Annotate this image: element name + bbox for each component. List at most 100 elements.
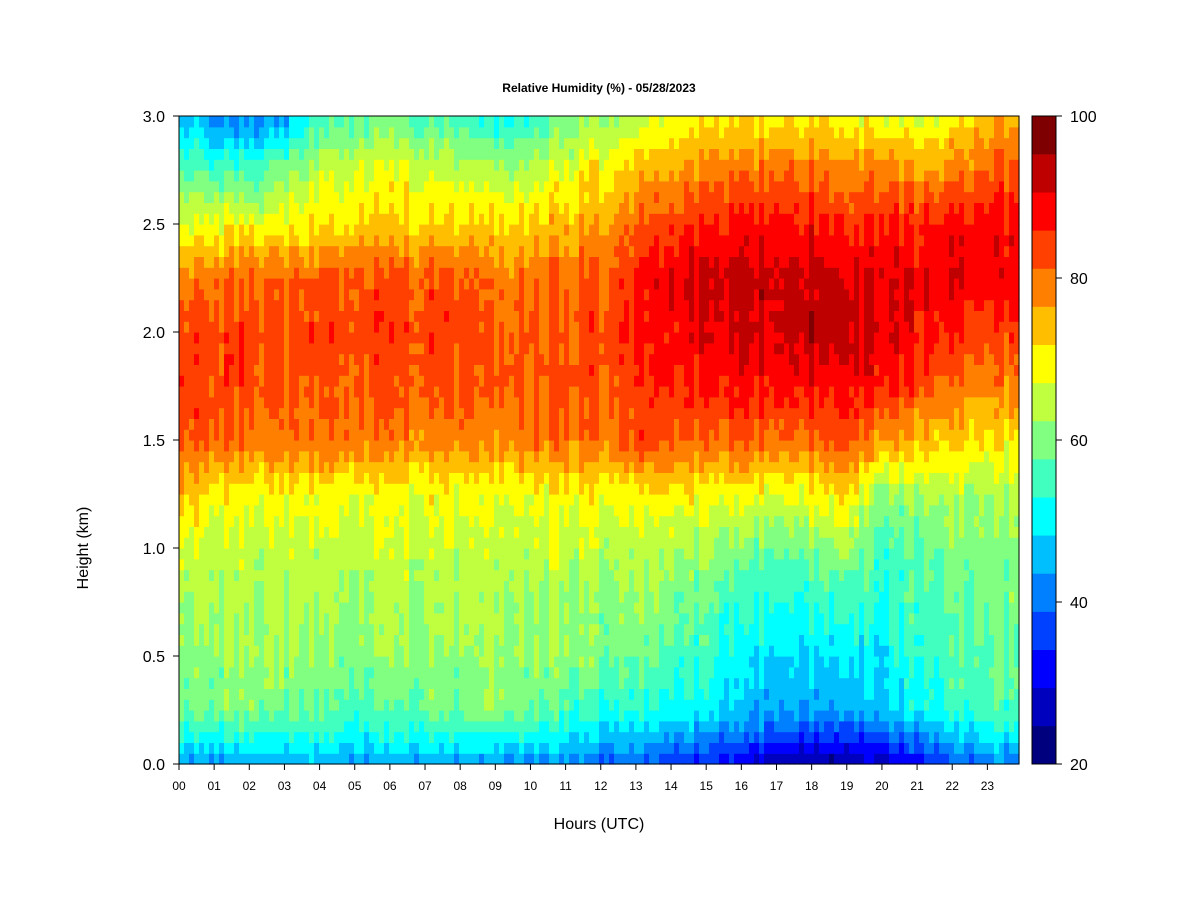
heatmap-cell: [379, 494, 385, 506]
heatmap-cell: [269, 202, 275, 214]
heatmap-cell: [459, 677, 465, 689]
heatmap-cell: [309, 191, 315, 203]
heatmap-cell: [539, 548, 545, 560]
heatmap-cell: [549, 699, 555, 711]
heatmap-cell: [259, 159, 265, 171]
heatmap-cell: [504, 645, 510, 657]
heatmap-cell: [314, 569, 320, 581]
heatmap-cell: [279, 386, 285, 398]
heatmap-cell: [429, 731, 435, 743]
heatmap-cell: [329, 688, 335, 700]
heatmap-cell: [304, 342, 310, 355]
heatmap-cell: [484, 558, 490, 571]
heatmap-cell: [334, 278, 340, 290]
heatmap-cell: [544, 450, 550, 463]
heatmap-cell: [474, 461, 480, 473]
heatmap-cell: [554, 353, 560, 365]
heatmap-cell: [319, 720, 325, 733]
heatmap-cell: [359, 159, 365, 171]
heatmap-cell: [484, 137, 490, 149]
heatmap-cell: [394, 548, 400, 560]
heatmap-cell: [409, 515, 415, 527]
heatmap-cell: [339, 569, 345, 581]
heatmap-cell: [304, 742, 310, 754]
heatmap-cell: [179, 612, 185, 625]
heatmap-cell: [239, 342, 245, 355]
heatmap-cell: [579, 515, 585, 527]
heatmap-cell: [384, 396, 390, 409]
heatmap-cell: [454, 450, 460, 463]
heatmap-cell: [469, 278, 475, 290]
heatmap-cell: [499, 591, 505, 603]
heatmap-cell: [199, 537, 205, 549]
heatmap-cell: [229, 569, 235, 581]
heatmap-cell: [439, 623, 445, 635]
heatmap-cell: [269, 483, 275, 495]
heatmap-cell: [419, 126, 425, 139]
heatmap-cell: [274, 623, 280, 635]
heatmap-cell: [329, 375, 335, 387]
heatmap-cell: [254, 159, 260, 171]
heatmap-cell: [519, 591, 525, 603]
heatmap-cell: [359, 418, 365, 430]
heatmap-cell: [359, 688, 365, 700]
heatmap-cell: [294, 569, 300, 581]
heatmap-cell: [224, 666, 230, 679]
heatmap-cell: [484, 731, 490, 743]
heatmap-cell: [309, 245, 315, 257]
heatmap-cell: [484, 753, 490, 765]
heatmap-cell: [244, 688, 250, 700]
heatmap-cell: [269, 180, 275, 193]
heatmap-cell: [369, 677, 375, 689]
heatmap-cell: [254, 580, 260, 592]
heatmap-cell: [304, 429, 310, 441]
heatmap-cell: [574, 699, 580, 711]
heatmap-cell: [589, 580, 595, 592]
heatmap-cell: [379, 612, 385, 625]
heatmap-cell: [464, 148, 470, 160]
heatmap-cell: [374, 353, 380, 365]
heatmap-cell: [329, 515, 335, 527]
heatmap-cell: [509, 159, 515, 171]
heatmap-cell: [339, 364, 345, 376]
heatmap-cell: [564, 710, 570, 722]
heatmap-cell: [514, 612, 520, 625]
heatmap-cell: [494, 440, 500, 452]
heatmap-cell: [359, 720, 365, 733]
heatmap-cell: [199, 299, 205, 311]
heatmap-cell: [499, 342, 505, 355]
heatmap-cell: [254, 710, 260, 722]
heatmap-cell: [549, 202, 555, 214]
heatmap-cell: [459, 332, 465, 344]
heatmap-cell: [579, 288, 585, 301]
heatmap-cell: [324, 526, 330, 538]
heatmap-cell: [484, 580, 490, 592]
heatmap-cell: [534, 224, 540, 236]
heatmap-cell: [564, 440, 570, 452]
heatmap-cell: [189, 645, 195, 657]
heatmap-cell: [579, 224, 585, 236]
heatmap-cell: [559, 407, 565, 419]
heatmap-cell: [199, 731, 205, 743]
heatmap-cell: [449, 148, 455, 160]
heatmap-cell: [249, 494, 255, 506]
heatmap-cell: [294, 278, 300, 290]
heatmap-cell: [544, 224, 550, 236]
heatmap-cell: [239, 753, 245, 765]
heatmap-cell: [389, 461, 395, 473]
heatmap-cell: [294, 321, 300, 333]
heatmap-cell: [369, 224, 375, 236]
heatmap-cell: [469, 126, 475, 139]
heatmap-cell: [299, 666, 305, 679]
heatmap-cell: [514, 688, 520, 700]
heatmap-cell: [399, 710, 405, 722]
heatmap-cell: [179, 602, 185, 614]
heatmap-cell: [489, 753, 495, 765]
heatmap-cell: [369, 288, 375, 301]
heatmap-cell: [194, 483, 200, 495]
heatmap-cell: [564, 234, 570, 247]
heatmap-cell: [259, 364, 265, 376]
heatmap-cell: [274, 526, 280, 538]
heatmap-cell: [309, 116, 315, 128]
heatmap-cell: [379, 299, 385, 311]
